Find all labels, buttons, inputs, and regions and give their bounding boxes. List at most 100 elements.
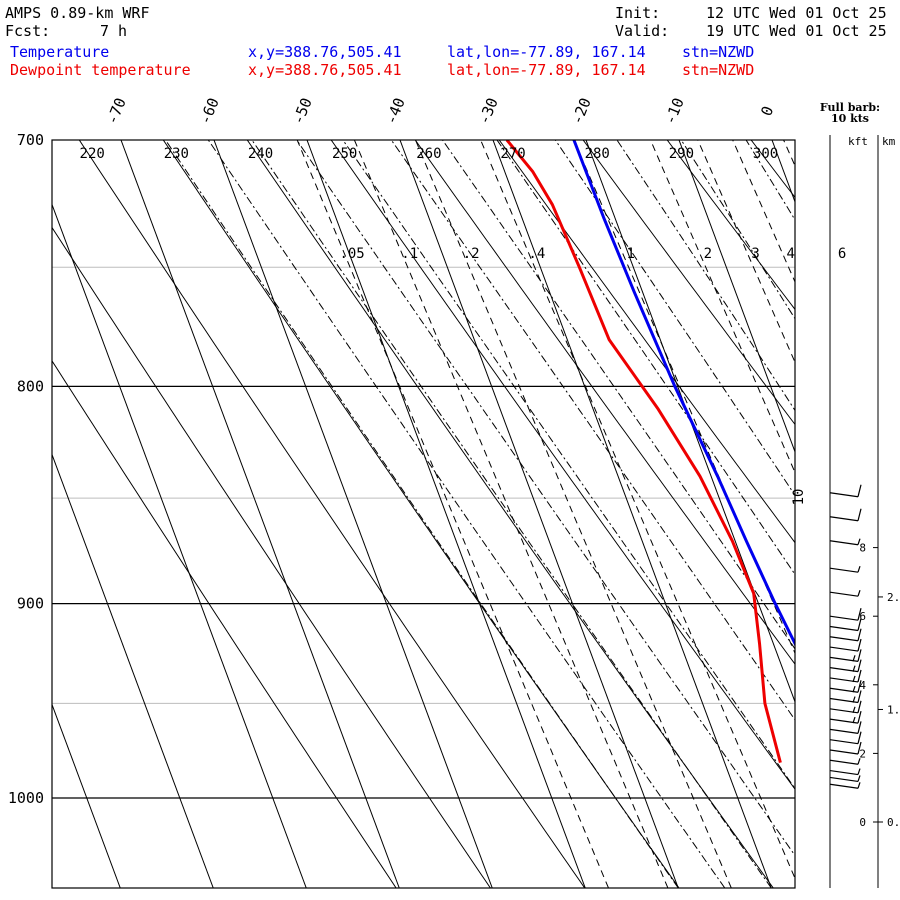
mixing-ratio-line — [296, 140, 609, 888]
mixing-ratio-line — [414, 140, 732, 888]
valid-label: Valid: — [615, 22, 670, 40]
dry-adiabat — [52, 226, 492, 888]
legend-dewpoint-name: Dewpoint temperature — [10, 61, 191, 79]
moist-adiabat — [164, 140, 679, 888]
mixing-ratio-label: .05 — [339, 246, 364, 262]
isotherm — [120, 140, 400, 888]
dry-adiabat — [78, 140, 586, 888]
kft-tick-label: 2 — [859, 747, 866, 760]
dry-adiabat-label: 240 — [248, 146, 273, 162]
barb-key-line2: 10 kts — [830, 112, 870, 125]
mixing-ratio-label: 2 — [704, 246, 712, 262]
moist-adiabat — [342, 140, 795, 790]
wind-barb — [829, 669, 862, 683]
dry-adiabat-label: 290 — [669, 146, 694, 162]
fcst-label: Fcst: — [5, 22, 51, 40]
km-tick-label: 1. — [887, 703, 900, 716]
mixing-ratio-label: 6 — [838, 246, 846, 262]
dry-adiabat — [582, 140, 795, 426]
wind-barb — [829, 484, 862, 498]
wind-barb — [829, 608, 862, 621]
moist-adiabat — [390, 140, 795, 721]
moist-adiabat — [745, 140, 795, 221]
isotherm — [52, 703, 121, 888]
dry-adiabat — [498, 140, 795, 544]
kft-label: kft — [848, 135, 868, 148]
wind-barb — [829, 741, 862, 755]
pressure-tick-label: 800 — [17, 377, 44, 395]
dry-adiabat-label: 230 — [164, 146, 189, 162]
temperature-tick-label: -40 — [382, 95, 409, 127]
mixing-ratio-line — [839, 114, 900, 889]
isotherm — [0, 140, 27, 888]
wind-barb — [829, 565, 861, 573]
dry-adiabat-label: 220 — [80, 146, 105, 162]
moist-adiabat — [496, 140, 795, 576]
mixing-ratio-label: .1 — [401, 246, 418, 262]
km-tick-label: 2. — [887, 591, 900, 604]
init-value: 12 UTC Wed 01 Oct 25 — [706, 4, 887, 22]
isotherm — [585, 140, 795, 704]
mixing-ratio-label: 1 — [627, 246, 635, 262]
kft-tick-label: 6 — [859, 610, 866, 623]
model-title: AMPS 0.89-km WRF — [5, 4, 150, 22]
temperature-tick-label: -10 — [661, 95, 688, 127]
wind-barb — [829, 538, 861, 546]
wind-barb — [829, 659, 862, 673]
plot-frame — [51, 139, 796, 889]
moist-adiabat — [554, 140, 795, 497]
mixing-ratio-label: .2 — [463, 246, 480, 262]
dry-adiabat — [52, 360, 397, 888]
mixing-ratio-label: .4 — [528, 246, 545, 262]
dewpoint-line — [505, 140, 782, 763]
fcst-value: 7 h — [100, 22, 128, 40]
wind-barb — [829, 768, 861, 776]
dry-adiabat-label: 300 — [753, 146, 778, 162]
dry-adiabat-label: 260 — [416, 146, 441, 162]
dry-adiabat-label: 280 — [585, 146, 610, 162]
temperature-tick-label: -70 — [103, 95, 130, 127]
wind-barb — [829, 721, 862, 734]
temperature-tick-label: -60 — [196, 95, 223, 127]
wind-barb — [829, 628, 862, 642]
dry-adiabat-label: 250 — [332, 146, 357, 162]
wind-barb — [829, 700, 862, 714]
legend-temperature-name: Temperature — [10, 43, 110, 61]
legend-dewpoint-xy: x,y=388.76,505.41 — [248, 61, 402, 79]
wind-barb — [829, 710, 862, 724]
wind-barb — [829, 649, 862, 662]
dry-adiabat — [750, 140, 795, 199]
mixing-ratio-line — [480, 140, 795, 880]
kft-tick-label: 4 — [859, 679, 866, 692]
wind-barb — [829, 590, 861, 597]
pressure-tick-label: 700 — [17, 131, 44, 149]
wind-barb — [829, 680, 862, 693]
mixing-ratio-line — [809, 114, 900, 889]
temperature-tick-label: -50 — [289, 95, 316, 127]
moist-adiabat — [251, 140, 772, 888]
pressure-tick-label: 900 — [17, 595, 44, 613]
pressure-tick-label: 1000 — [8, 789, 44, 807]
mixing-ratio-line — [697, 140, 795, 364]
kft-tick-label: 0 — [859, 816, 866, 829]
wind-barb — [829, 618, 862, 632]
isotherm — [213, 140, 493, 888]
kft-tick-label: 8 — [859, 542, 866, 555]
temperature-line — [572, 140, 795, 647]
mixing-ratio-label: 4 — [787, 246, 795, 262]
valid-value: 19 UTC Wed 01 Oct 25 — [706, 22, 887, 40]
wind-barb — [829, 638, 862, 652]
dry-adiabat-label: 270 — [500, 146, 525, 162]
mixing-ratio-line — [885, 114, 900, 889]
mixing-ratio-line — [353, 140, 669, 888]
legend-dewpoint-stn: stn=NZWD — [682, 61, 755, 79]
wind-barb — [829, 508, 862, 522]
moist-adiabat — [441, 140, 795, 650]
mixing-ratio-label: 3 — [751, 246, 759, 262]
dry-adiabat — [666, 140, 795, 311]
temperature-tick-label: -30 — [475, 95, 502, 127]
mixing-ratio-line — [732, 140, 795, 284]
legend-temperature-stn: stn=NZWD — [682, 43, 755, 61]
isotherm — [678, 140, 795, 454]
